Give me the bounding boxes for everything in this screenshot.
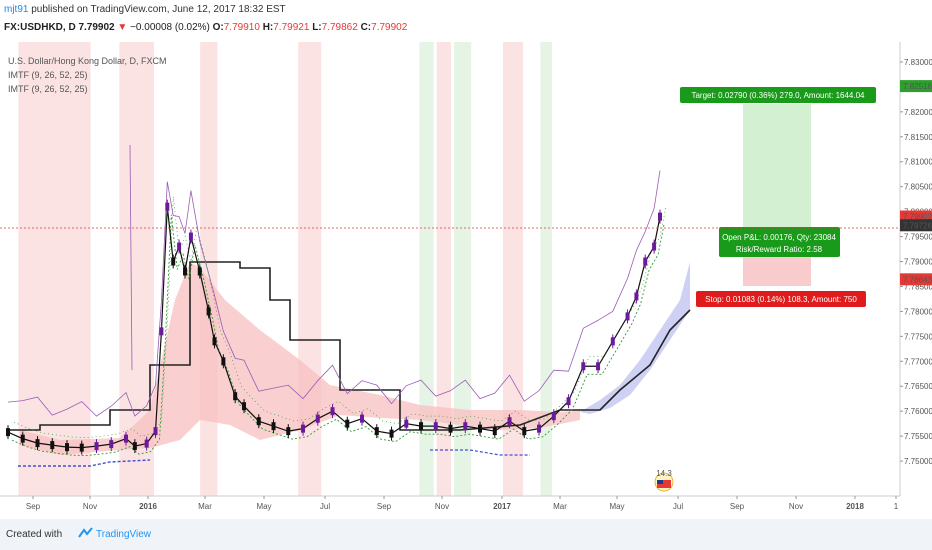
time-tick-label: May (609, 502, 624, 511)
price-tick-label: 7.75500 (904, 432, 932, 441)
time-tick-label: 2017 (493, 502, 511, 511)
ichimoku-cloud (8, 261, 691, 455)
time-axis: Sep Nov 2016 Mar May Jul Sep Nov 2017 Mar May Jul Se… (0, 495, 932, 519)
time-tick-label: 2018 (846, 502, 864, 511)
time-tick-label: Nov (83, 502, 97, 511)
support-dots (13, 196, 667, 438)
legend-title: U.S. Dollar/Hong Kong Dollar, D, FXCM (8, 56, 167, 66)
tradingview-logo-icon (78, 527, 93, 538)
tenkan-line (11, 214, 665, 457)
price-tick-label: 7.79000 (904, 258, 932, 267)
long-position-tool: Target: 0.02790 (0.36%) 279.0, Amount: 1… (680, 87, 876, 307)
price-tick-label: 7.76500 (904, 382, 932, 391)
time-tick-label: Sep (26, 502, 41, 511)
author-link[interactable]: mjt91 (4, 4, 29, 15)
price-tick-label: 7.77000 (904, 357, 932, 366)
time-tick-label: Nov (435, 502, 449, 511)
publish-line: mjt91 published on TradingView.com, June… (4, 4, 286, 15)
open-pnl-box (719, 227, 840, 257)
price-tick-label: 7.78500 (904, 282, 932, 291)
price-label: 7.82516 (903, 82, 932, 91)
price-tick-label: 7.79500 (904, 233, 932, 242)
open-value: 7.79910 (223, 22, 260, 33)
price-label: 7.79902 (903, 213, 932, 222)
price-tick-label: 7.81000 (904, 158, 932, 167)
ohlc-line: FX:USDHKD, D 7.79902 ▼ −0.00008 (0.02%) … (4, 22, 407, 33)
chart-header: mjt91 published on TradingView.com, June… (0, 0, 932, 40)
red-session-zone (502, 42, 524, 496)
high-value: 7.79921 (273, 22, 310, 33)
risk-reward-label: Risk/Reward Ratio: 2.58 (736, 245, 823, 254)
tradingview-brand[interactable]: TradingView (96, 529, 152, 540)
price-axis-bg (900, 42, 932, 496)
footer-bar: Created with TradingView (0, 519, 932, 550)
price-label: 7.78643 (903, 275, 932, 284)
kumo-red-area (20, 262, 580, 455)
kijun-line (8, 261, 691, 431)
blue-support-line (18, 459, 151, 467)
time-tick-label: Sep (730, 502, 745, 511)
open-label: O: (212, 22, 224, 33)
time-tick-label: Mar (198, 502, 212, 511)
legend-indicator-2[interactable]: IMTF (9, 26, 52, 25) (8, 84, 88, 94)
blue-support-line-2 (430, 449, 530, 456)
time-tick-label: May (256, 502, 271, 511)
time-tick-label: Jul (320, 502, 330, 511)
last-price: 7.79902 (78, 22, 115, 33)
earnings-badge[interactable]: 14.3 (654, 469, 674, 492)
time-tick-label: 2016 (139, 502, 157, 511)
earnings-badge-text: 14.3 (656, 469, 672, 478)
open-pnl-label: Open P&L: 0.00176, Qty: 23084 (722, 233, 836, 242)
red-session-zone (18, 42, 91, 496)
price-tick-label: 7.81500 (904, 133, 932, 142)
stop-label: Stop: 0.01083 (0.14%) 108.3, Amount: 750 (705, 295, 857, 304)
close-value: 7.79902 (371, 22, 408, 33)
change-value: −0.00008 (0.02%) (130, 22, 210, 33)
price-label: 7.79726 (903, 221, 932, 230)
time-tick-label: Nov (789, 502, 803, 511)
target-label-box (680, 87, 876, 103)
target-label: Target: 0.02790 (0.36%) 279.0, Amount: 1… (691, 91, 865, 100)
time-axis-bg (0, 496, 932, 519)
legend-indicator-1[interactable]: IMTF (9, 26, 52, 25) (8, 70, 88, 80)
time-tick-label: Jul (673, 502, 683, 511)
green-session-zone (540, 42, 552, 496)
stop-zone[interactable] (743, 252, 811, 286)
session-zones (18, 42, 552, 496)
high-label: H: (262, 22, 274, 33)
time-tick-label: Mar (553, 502, 567, 511)
price-tick-label: 7.80500 (904, 183, 932, 192)
price-series (6, 199, 662, 455)
price-chart[interactable]: Target: 0.02790 (0.36%) 279.0, Amount: 1… (0, 40, 932, 519)
price-tick-label: 7.83000 (904, 58, 932, 67)
red-session-zone (436, 42, 452, 496)
close-label: C: (360, 22, 372, 33)
low-label: L: (312, 22, 322, 33)
price-label-box (900, 273, 932, 286)
down-arrow-icon: ▼ (117, 22, 128, 33)
indicator-lines (7, 144, 667, 467)
price-axis: 7.75000 7.75500 7.76000 7.76500 7.77000 7.775… (899, 42, 932, 496)
price-tick-label: 7.78000 (904, 307, 932, 316)
legend: U.S. Dollar/Hong Kong Dollar, D, FXCM IM… (8, 56, 167, 94)
low-value: 7.79862 (321, 22, 358, 33)
symbol-label[interactable]: FX:USDHKD, D (4, 22, 76, 33)
red-session-zone (200, 42, 218, 496)
stop-label-box (696, 291, 866, 307)
volatility-spike (129, 144, 133, 371)
time-tick-label: Sep (377, 502, 392, 511)
price-label-box (900, 219, 932, 232)
publish-info: published on TradingView.com, June 12, 2… (31, 4, 286, 15)
price-tick-label: 7.75000 (904, 457, 932, 466)
price-tick-label: 7.76000 (904, 407, 932, 416)
price-tick-label: 7.77500 (904, 332, 932, 341)
price-label-box (900, 80, 932, 93)
price-tick-label: 7.82000 (904, 108, 932, 117)
created-with-text: Created with (6, 529, 63, 540)
time-tick-label: 1 (894, 502, 899, 511)
volatility-line (7, 170, 661, 417)
kumo-blue-area (580, 262, 690, 414)
